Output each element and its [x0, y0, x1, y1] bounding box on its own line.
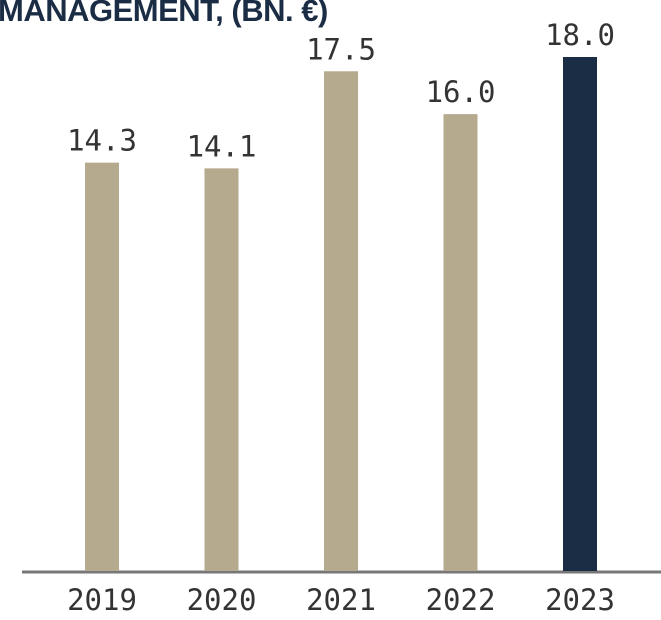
chart-title: MANAGEMENT, (BN. €)	[0, 0, 328, 28]
bar	[324, 71, 358, 572]
bar	[85, 162, 119, 571]
value-label: 14.1	[187, 129, 257, 163]
x-tick-label: 2019	[67, 583, 137, 617]
x-tick-label: 2020	[187, 583, 257, 617]
bar	[443, 114, 478, 571]
x-tick-label: 2023	[545, 583, 615, 617]
x-tick-label: 2021	[306, 583, 376, 617]
bar	[204, 168, 239, 571]
value-label: 14.3	[67, 124, 137, 158]
value-label: 17.5	[306, 32, 376, 66]
value-label: 16.0	[426, 75, 496, 109]
value-label: 18.0	[545, 18, 615, 52]
x-tick-label: 2022	[426, 583, 496, 617]
bar	[563, 57, 597, 571]
